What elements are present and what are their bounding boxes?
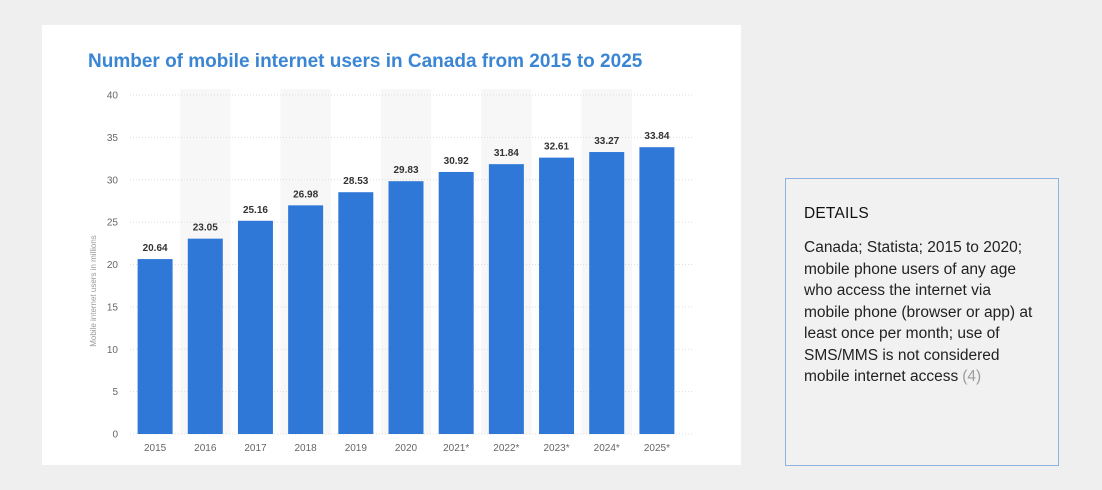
y-tick-label: 5	[112, 387, 118, 398]
data-label: 23.05	[193, 223, 218, 234]
y-tick-label: 40	[107, 91, 119, 102]
data-label: 28.53	[343, 176, 368, 187]
data-label: 32.61	[544, 142, 569, 153]
x-tick-label: 2015	[144, 443, 167, 454]
bar	[338, 192, 374, 434]
x-tick-label: 2025*	[644, 443, 670, 454]
details-body: Canada; Statista; 2015 to 2020; mobile p…	[804, 239, 1033, 385]
y-tick-label: 20	[107, 260, 119, 271]
data-label: 33.84	[644, 131, 669, 142]
details-text: Canada; Statista; 2015 to 2020; mobile p…	[804, 237, 1040, 388]
bar	[438, 171, 474, 434]
bar	[388, 181, 424, 434]
details-panel: DETAILS Canada; Statista; 2015 to 2020; …	[785, 178, 1059, 466]
x-axis-ticks: 2015 2016 2017 2018 2019 2020 2021* 2022* 2023* 2…	[144, 443, 670, 454]
y-tick-label: 30	[107, 175, 119, 186]
details-reference: (4)	[962, 368, 982, 385]
data-label: 20.64	[143, 243, 168, 254]
bar	[137, 259, 173, 434]
data-label: 33.27	[594, 136, 619, 147]
data-label: 30.92	[444, 156, 469, 167]
y-tick-label: 15	[107, 302, 119, 313]
bar	[187, 238, 223, 434]
x-tick-label: 2016	[194, 443, 217, 454]
y-axis-ticks: 0 5 10 15 20 25 30 35 40	[107, 91, 119, 441]
x-tick-label: 2021*	[443, 443, 469, 454]
details-heading: DETAILS	[804, 205, 869, 222]
bar	[639, 147, 675, 434]
data-label: 26.98	[293, 189, 318, 200]
y-tick-label: 35	[107, 133, 119, 144]
data-label: 25.16	[243, 205, 268, 216]
data-labels: 20.64 23.05 25.16 26.98 28.53 29.83 30.92 31.84…	[143, 131, 670, 254]
bars	[137, 147, 675, 434]
x-tick-label: 2019	[345, 443, 368, 454]
bar	[288, 205, 324, 434]
chart-card: Number of mobile internet users in Canad…	[42, 25, 741, 465]
x-tick-label: 2017	[244, 443, 267, 454]
y-tick-label: 0	[112, 430, 118, 441]
bar	[237, 220, 273, 434]
x-tick-label: 2024*	[594, 443, 620, 454]
x-tick-label: 2022*	[493, 443, 519, 454]
x-tick-label: 2018	[295, 443, 318, 454]
data-label: 29.83	[393, 165, 418, 176]
chart-title: Number of mobile internet users in Canad…	[88, 51, 643, 72]
bar	[589, 152, 625, 434]
bar	[539, 157, 575, 434]
y-axis-label: Mobile internet users in millions	[89, 235, 98, 347]
y-tick-label: 10	[107, 345, 119, 356]
bar	[488, 164, 524, 434]
x-tick-label: 2020	[395, 443, 418, 454]
y-tick-label: 25	[107, 218, 119, 229]
data-label: 31.84	[494, 148, 519, 159]
x-tick-label: 2023*	[543, 443, 569, 454]
bar-chart: 0 5 10 15 20 25 30 35 40 20.64 23.05 25.16 26.98 28.…	[89, 89, 694, 454]
